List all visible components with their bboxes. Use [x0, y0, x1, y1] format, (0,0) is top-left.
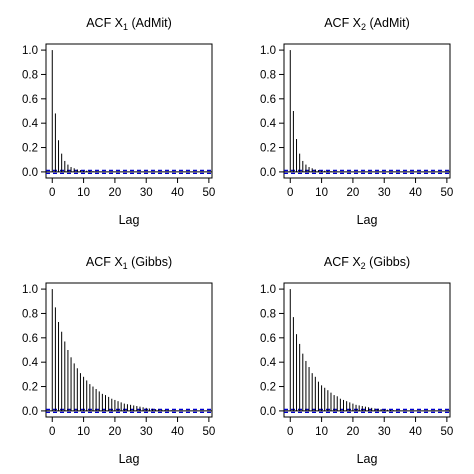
y-tick-label: 0.2 — [22, 143, 38, 155]
x-tick-label: 30 — [140, 187, 153, 199]
acf-panel: ACF X1 (AdMit) 0 10 20 30 40 50 0.0 0.2 0.4 0.6 0.8… — [22, 16, 215, 227]
x-tick-label: 10 — [315, 426, 328, 438]
y-tick-label: 0.4 — [22, 357, 39, 369]
y-tick-label: 0.0 — [22, 406, 38, 418]
y-tick-label: 0.6 — [22, 333, 38, 345]
y-tick-label: 0.6 — [260, 94, 276, 106]
y-tick-label: 0.2 — [260, 382, 276, 394]
acf-panel: ACF X2 (Gibbs) 0 10 20 30 40 50 0.0 0.2 0.4 0.6 0.8… — [260, 255, 453, 466]
x-tick-label: 10 — [77, 187, 90, 199]
x-tick-label: 0 — [287, 187, 293, 199]
x-tick-label: 20 — [347, 426, 360, 438]
y-tick-label: 0.6 — [260, 333, 276, 345]
y-tick-label: 0.2 — [22, 382, 38, 394]
y-tick-label: 0.2 — [260, 143, 276, 155]
x-tick-label: 50 — [202, 187, 215, 199]
y-tick-label: 1.0 — [260, 284, 276, 296]
x-tick-label: 30 — [378, 426, 391, 438]
y-tick-label: 0.0 — [260, 406, 276, 418]
x-axis-label: Lag — [357, 213, 378, 227]
x-tick-label: 20 — [347, 187, 360, 199]
y-tick-label: 0.8 — [22, 308, 38, 320]
x-tick-label: 0 — [287, 426, 293, 438]
y-tick-label: 0.6 — [22, 94, 38, 106]
x-tick-label: 40 — [171, 187, 184, 199]
y-tick-label: 0.0 — [260, 167, 276, 179]
x-tick-label: 40 — [409, 426, 422, 438]
chart-title: ACF X1 (Gibbs) — [86, 255, 172, 271]
chart-title: ACF X2 (AdMit) — [324, 16, 410, 32]
x-tick-label: 50 — [440, 187, 453, 199]
x-tick-label: 30 — [140, 426, 153, 438]
x-tick-label: 10 — [315, 187, 328, 199]
acf-panel: ACF X1 (Gibbs) 0 10 20 30 40 50 0.0 0.2 0.4 0.6 0.8… — [22, 255, 215, 466]
plot-frame — [283, 43, 451, 179]
y-tick-label: 0.8 — [260, 69, 276, 81]
y-tick-label: 1.0 — [22, 284, 38, 296]
x-tick-label: 50 — [202, 426, 215, 438]
y-tick-label: 1.0 — [260, 45, 276, 57]
y-tick-label: 1.0 — [22, 45, 38, 57]
x-tick-label: 30 — [378, 187, 391, 199]
x-tick-label: 20 — [109, 187, 122, 199]
x-tick-label: 20 — [109, 426, 122, 438]
x-axis-label: Lag — [119, 213, 140, 227]
x-tick-label: 0 — [49, 187, 55, 199]
y-tick-label: 0.8 — [260, 308, 276, 320]
x-tick-label: 40 — [171, 426, 184, 438]
x-tick-label: 40 — [409, 187, 422, 199]
x-tick-label: 0 — [49, 426, 55, 438]
plot-frame — [45, 43, 213, 179]
y-tick-label: 0.4 — [260, 118, 277, 130]
chart-title: ACF X1 (AdMit) — [86, 16, 172, 32]
x-tick-label: 50 — [440, 426, 453, 438]
x-axis-label: Lag — [357, 452, 378, 466]
y-tick-label: 0.4 — [22, 118, 39, 130]
chart-title: ACF X2 (Gibbs) — [324, 255, 410, 271]
x-tick-label: 10 — [77, 426, 90, 438]
y-tick-label: 0.4 — [260, 357, 277, 369]
acf-panel: ACF X2 (AdMit) 0 10 20 30 40 50 0.0 0.2 0.4 0.6 0.8… — [260, 16, 453, 227]
x-axis-label: Lag — [119, 452, 140, 466]
y-tick-label: 0.8 — [22, 69, 38, 81]
y-tick-label: 0.0 — [22, 167, 38, 179]
